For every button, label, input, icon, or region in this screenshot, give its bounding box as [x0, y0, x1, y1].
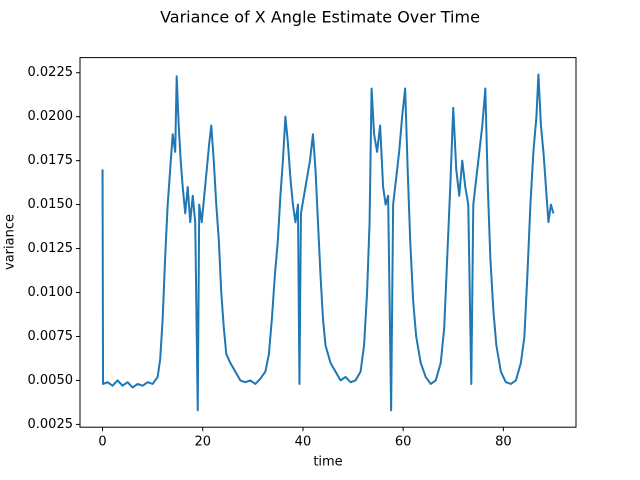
y-tick-label: 0.0025	[28, 417, 74, 432]
y-tick-label: 0.0050	[28, 373, 74, 388]
y-tick-label: 0.0100	[28, 285, 74, 300]
y-tick-label: 0.0150	[28, 197, 74, 212]
x-tick-label: 20	[194, 435, 211, 450]
y-tick-label: 0.0175	[28, 153, 74, 168]
x-tick-label: 0	[98, 435, 106, 450]
axes-frame	[79, 57, 577, 428]
x-axis-label: time	[313, 455, 342, 470]
x-tick-label: 40	[295, 435, 312, 450]
y-tick-label: 0.0225	[28, 65, 74, 80]
x-tick-label: 80	[495, 435, 512, 450]
x-tick-label: 60	[395, 435, 412, 450]
chart-title: Variance of X Angle Estimate Over Time	[160, 8, 480, 27]
y-tick-label: 0.0200	[28, 109, 74, 124]
y-tick-label: 0.0075	[28, 329, 74, 344]
y-tick-label: 0.0125	[28, 241, 74, 256]
data-line	[101, 73, 555, 412]
y-axis-label: variance	[3, 214, 18, 270]
